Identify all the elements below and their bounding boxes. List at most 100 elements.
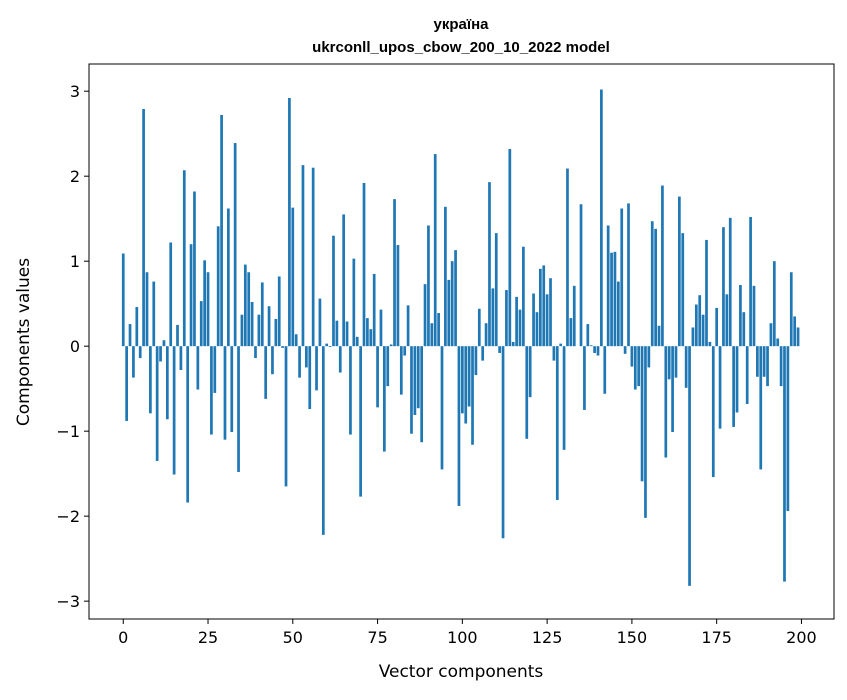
bar-component-66 (346, 322, 349, 347)
bar-component-155 (647, 346, 650, 367)
bar-component-132 (570, 318, 573, 346)
bar-component-135 (580, 204, 583, 346)
bar-component-87 (417, 346, 420, 408)
bar-component-150 (631, 346, 634, 366)
bar-component-178 (725, 294, 728, 346)
bar-component-156 (651, 221, 654, 346)
bar-component-27 (213, 346, 216, 393)
bar-component-188 (759, 346, 762, 469)
bar-component-16 (176, 325, 179, 346)
bar-component-191 (770, 323, 773, 346)
chart-title-line1: україна (434, 16, 490, 33)
bar-component-37 (247, 272, 250, 346)
bar-component-170 (698, 295, 701, 346)
bar-component-67 (349, 346, 352, 434)
bar-component-143 (607, 225, 610, 346)
bar-component-195 (783, 346, 786, 581)
bar-component-0 (122, 254, 125, 347)
bar-component-101 (464, 346, 467, 423)
bar-component-42 (264, 346, 267, 399)
bar-component-92 (434, 154, 437, 346)
bars-group (122, 89, 800, 585)
bar-component-91 (430, 323, 433, 346)
bar-component-49 (288, 98, 291, 346)
bar-component-111 (498, 346, 501, 353)
bar-component-165 (681, 233, 684, 346)
bar-component-2 (129, 324, 132, 346)
bar-component-98 (454, 250, 457, 346)
bar-component-120 (529, 346, 532, 397)
bar-component-78 (386, 346, 389, 386)
x-tick-label: 200 (786, 628, 817, 647)
x-tick-label: 25 (198, 628, 218, 647)
bar-component-58 (319, 299, 322, 347)
bar-component-113 (505, 290, 508, 346)
bar-component-140 (597, 346, 600, 355)
bar-component-146 (617, 282, 620, 347)
bar-component-100 (461, 346, 464, 413)
bar-component-35 (241, 315, 244, 346)
bar-component-21 (193, 191, 196, 346)
bar-component-19 (186, 346, 189, 502)
bar-component-23 (200, 301, 203, 346)
x-tick-label: 150 (617, 628, 648, 647)
bar-component-45 (274, 319, 277, 346)
bar-component-1 (125, 346, 128, 421)
bar-component-31 (227, 208, 230, 346)
bar-component-147 (620, 208, 623, 346)
bar-component-174 (712, 346, 715, 477)
bar-component-55 (308, 346, 311, 409)
bar-component-185 (749, 217, 752, 346)
bar-component-164 (678, 197, 681, 347)
y-tick-label: 0 (70, 337, 80, 356)
bar-component-79 (390, 344, 393, 346)
bar-component-153 (641, 346, 644, 481)
bar-component-3 (132, 346, 135, 377)
bar-component-130 (563, 346, 566, 450)
bar-component-162 (671, 346, 674, 432)
bar-component-148 (624, 346, 627, 354)
bar-component-189 (763, 346, 766, 377)
bar-component-97 (451, 261, 454, 346)
bar-component-151 (634, 346, 637, 389)
bar-component-11 (159, 346, 162, 361)
bar-component-103 (471, 346, 474, 445)
bar-component-7 (146, 272, 149, 346)
bar-component-125 (546, 294, 549, 346)
bar-component-80 (393, 199, 396, 346)
bar-component-138 (590, 345, 593, 346)
bar-component-117 (519, 310, 522, 347)
bar-component-116 (515, 297, 518, 346)
bar-component-192 (773, 261, 776, 346)
bar-component-46 (278, 276, 281, 346)
bar-component-128 (556, 346, 559, 500)
bar-component-149 (627, 203, 630, 346)
bar-component-106 (481, 346, 484, 360)
bar-component-71 (363, 183, 366, 346)
bar-component-48 (285, 346, 288, 486)
bar-component-119 (525, 346, 528, 439)
y-tick-label: −2 (56, 507, 80, 526)
bar-component-180 (732, 346, 735, 427)
bar-component-136 (583, 346, 586, 410)
bar-component-172 (705, 240, 708, 346)
bar-component-34 (237, 346, 240, 472)
bar-component-93 (437, 313, 440, 346)
y-tick-label: 2 (70, 167, 80, 186)
bar-component-14 (169, 242, 172, 346)
bar-component-12 (163, 340, 166, 346)
x-axis-label: Vector components (379, 662, 544, 682)
bar-component-131 (566, 169, 569, 347)
bar-component-15 (173, 346, 176, 474)
bar-component-123 (539, 269, 542, 346)
bar-component-118 (522, 247, 525, 346)
bar-component-152 (637, 346, 640, 386)
bar-component-127 (553, 346, 556, 360)
bar-component-126 (549, 278, 552, 346)
bar-component-133 (573, 286, 576, 346)
bar-component-121 (532, 293, 535, 346)
bar-component-8 (149, 346, 152, 413)
y-tick-label: 1 (70, 252, 80, 271)
bar-component-193 (776, 339, 779, 347)
